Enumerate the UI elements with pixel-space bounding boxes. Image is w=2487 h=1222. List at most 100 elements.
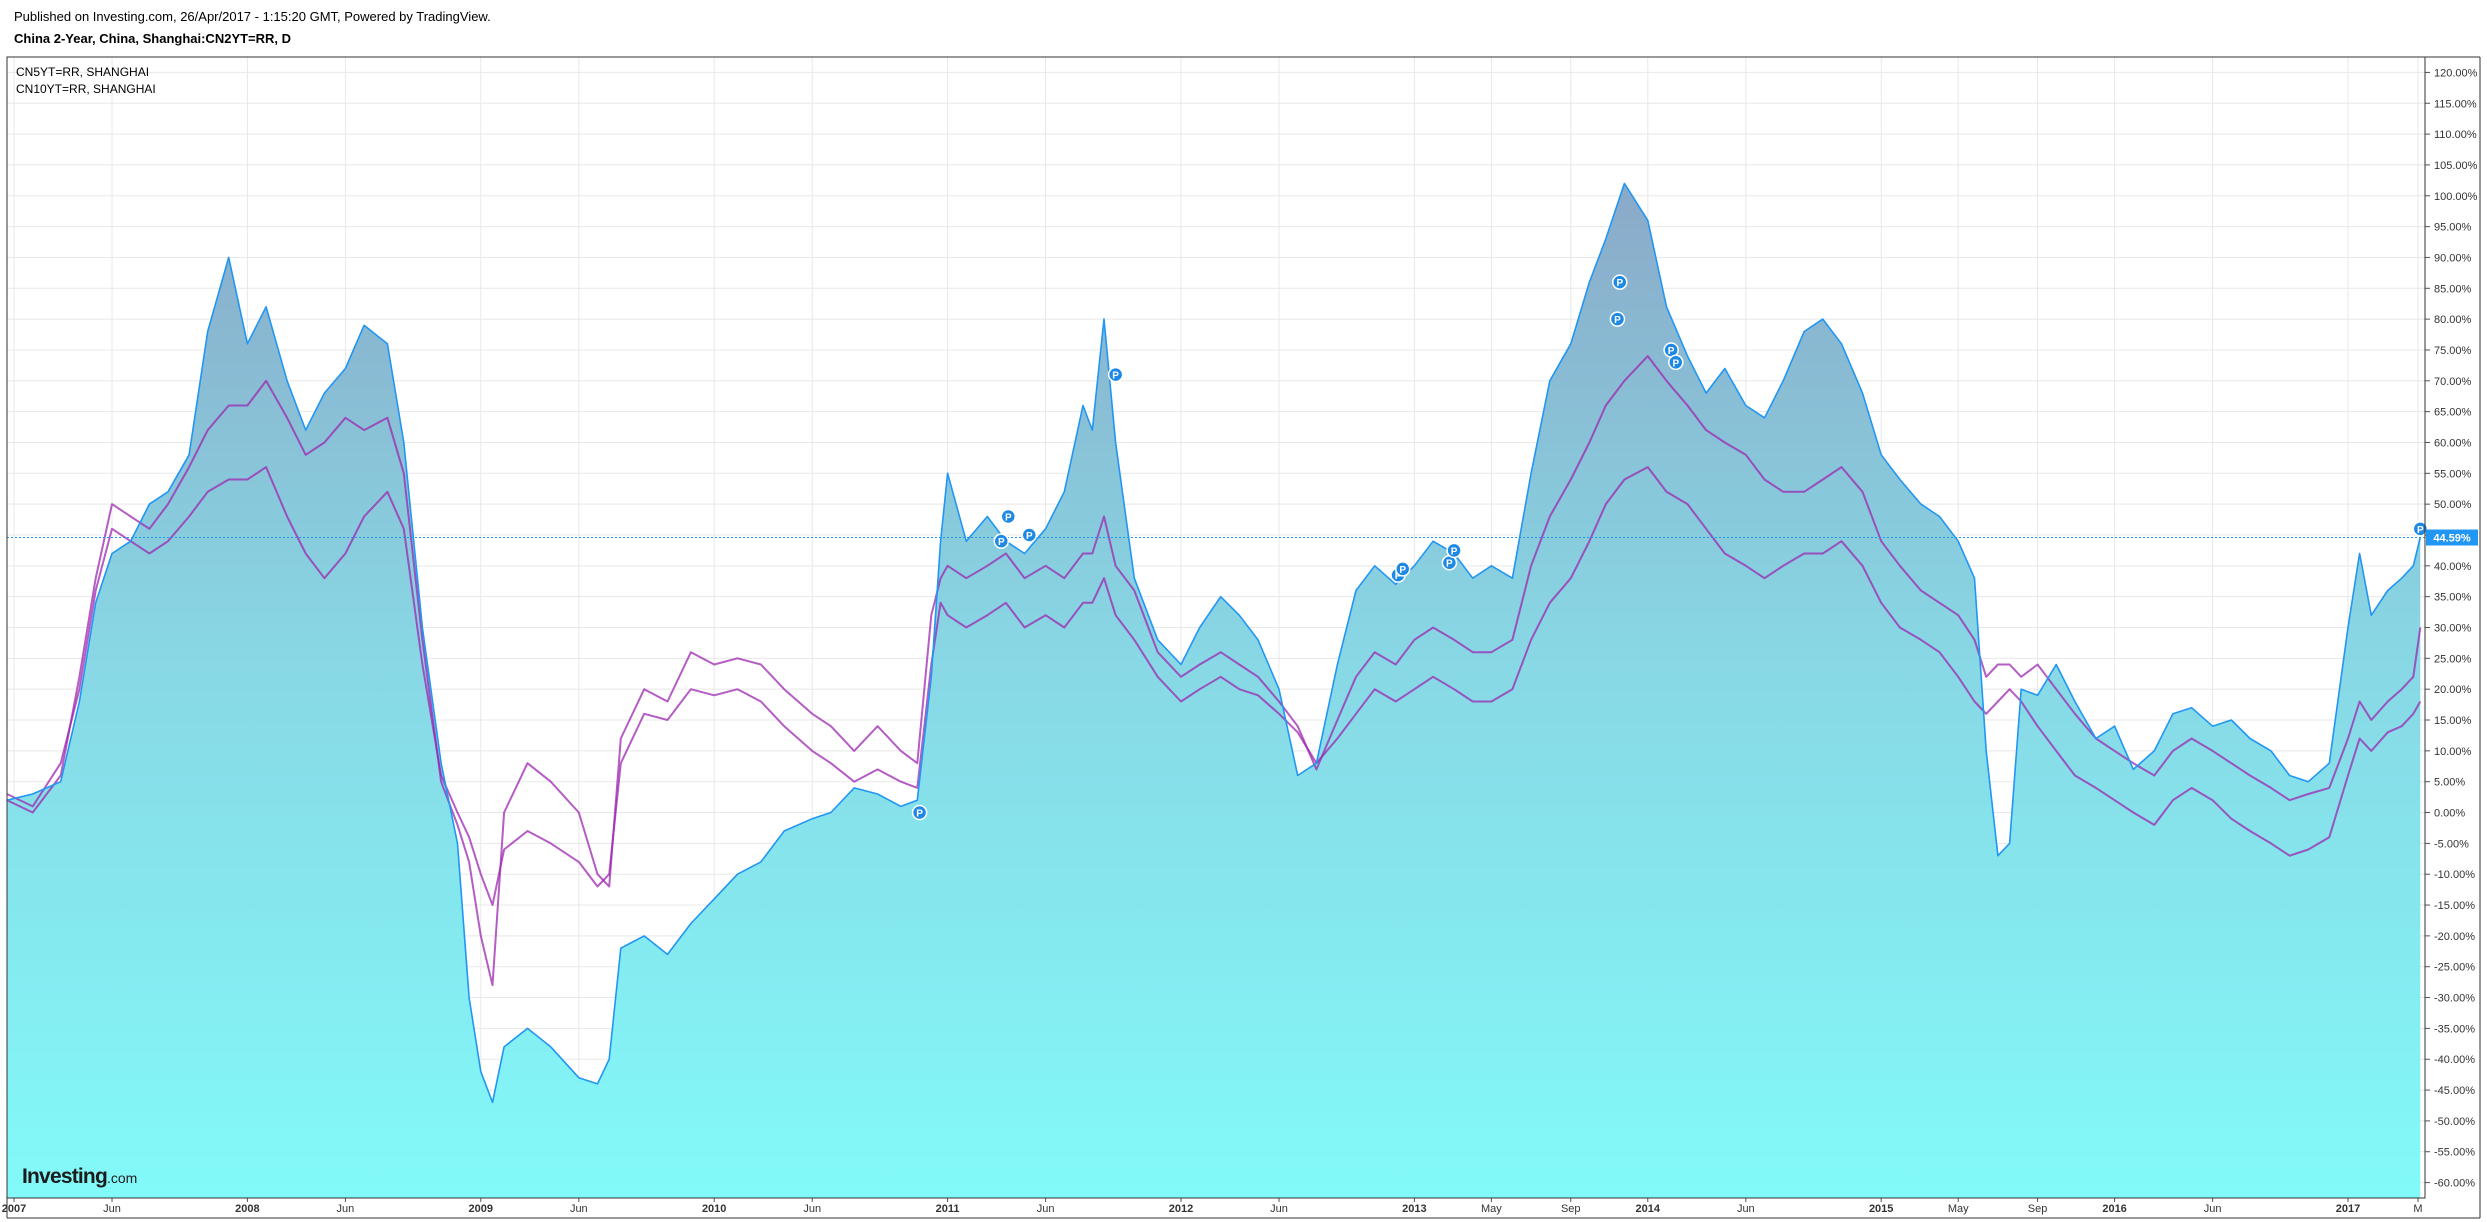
x-tick-label: Jun <box>1037 1203 1055 1215</box>
x-tick-label: 2008 <box>235 1203 259 1215</box>
x-tick-label: 2011 <box>936 1203 960 1215</box>
event-marker-label: P <box>1616 278 1623 289</box>
line-series <box>6 182 2425 1104</box>
x-tick-label: Jun <box>1270 1203 1288 1215</box>
y-tick-label: -40.00% <box>2434 1054 2475 1066</box>
event-marker-label: P <box>998 537 1005 548</box>
y-tick-label: -10.00% <box>2434 869 2475 881</box>
y-tick-label: 100.00% <box>2434 191 2478 203</box>
y-tick-label: 110.00% <box>2434 129 2477 141</box>
y-tick-label: 10.00% <box>2434 746 2472 758</box>
x-axis: 2007 Jun 2008 Jun 2009 Jun 2010 Jun 2011 Jun 2012 J… <box>2 1198 2423 1215</box>
chart-title: China 2-Year, China, Shanghai:CN2YT=RR, … <box>14 31 292 46</box>
x-tick-label: 2010 <box>702 1203 726 1215</box>
area-fill <box>7 183 2421 1198</box>
y-tick-label: -60.00% <box>2434 1178 2475 1190</box>
x-tick-label: Jun <box>803 1203 821 1215</box>
y-tick-label: 50.00% <box>2434 499 2472 511</box>
x-tick-label: 2009 <box>469 1203 493 1215</box>
y-tick-label: 105.00% <box>2434 160 2478 172</box>
x-tick-label: M <box>2413 1203 2422 1215</box>
y-tick-label: -25.00% <box>2434 962 2475 974</box>
legend-entry-cn5y: CN5YT=RR, SHANGHAI <box>16 65 150 79</box>
logo-wordmark: Investing <box>22 1165 108 1188</box>
x-tick-label: 2016 <box>2102 1203 2126 1215</box>
x-tick-label: 2015 <box>1869 1203 1893 1215</box>
y-tick-label: 80.00% <box>2434 314 2472 326</box>
event-marker <box>1612 274 1628 290</box>
event-marker-label: P <box>1026 531 1033 542</box>
y-tick-label: -20.00% <box>2434 931 2475 943</box>
event-marker-label: P <box>1005 512 1012 523</box>
x-tick-label: 2012 <box>1169 1203 1193 1215</box>
x-tick-label: 2014 <box>1636 1203 1661 1215</box>
y-tick-label: 35.00% <box>2434 592 2472 604</box>
event-marker-label: P <box>1451 546 1458 557</box>
x-tick-label: Sep <box>1561 1203 1581 1215</box>
x-tick-label: 2013 <box>1402 1203 1426 1215</box>
event-marker <box>1107 366 1124 383</box>
y-tick-label: 60.00% <box>2434 437 2472 449</box>
event-marker <box>1021 527 1038 543</box>
event-marker-label: P <box>1446 559 1453 570</box>
y-tick-label: -45.00% <box>2434 1085 2475 1097</box>
y-tick-label: -55.00% <box>2434 1147 2475 1159</box>
y-tick-label: 15.00% <box>2434 715 2472 727</box>
y-tick-label: -5.00% <box>2434 838 2469 850</box>
x-tick-label: Jun <box>337 1203 355 1215</box>
event-marker-label: P <box>1395 571 1402 582</box>
event-marker <box>911 804 928 821</box>
chart-frame <box>6 56 2481 1219</box>
investing-logo: Investing.com <box>22 1165 137 1189</box>
x-tick-label: May <box>1481 1203 1502 1215</box>
x-tick-label: Jun <box>1737 1203 1755 1215</box>
y-tick-label: 5.00% <box>2434 777 2465 789</box>
event-marker-label: P <box>1112 371 1119 382</box>
legend-entry-cn10y: CN10YT=RR, SHANGHAI <box>16 82 156 96</box>
x-tick-label: 2017 <box>2336 1203 2360 1215</box>
y-tick-label: 25.00% <box>2434 653 2472 665</box>
y-tick-label: 120.00% <box>2434 67 2478 79</box>
event-marker-label: P <box>1399 565 1406 576</box>
last-value-label: 44.59% <box>2433 533 2471 545</box>
series-line-cn2y <box>6 182 2422 1104</box>
event-marker-label: P <box>2417 525 2424 536</box>
x-tick-label: Jun <box>103 1203 121 1215</box>
event-marker-label: P <box>1672 358 1679 369</box>
event-marker <box>1609 311 1626 327</box>
y-tick-label: 55.00% <box>2434 468 2472 480</box>
event-marker <box>993 533 1010 549</box>
event-marker-label: P <box>1614 315 1621 326</box>
y-tick-label: 85.00% <box>2434 283 2472 295</box>
y-tick-label: 0.00% <box>2434 808 2465 820</box>
y-axis: 120.00% 115.00% 110.00% 105.00% 100.00% 95.00… <box>2425 67 2478 1190</box>
y-tick-label: 70.00% <box>2434 376 2472 388</box>
legend: CN5YT=RR, SHANGHAI CN10YT=RR, SHANGHAI <box>16 64 156 98</box>
event-marker <box>1446 542 1462 559</box>
y-tick-label: -15.00% <box>2434 900 2475 912</box>
y-tick-label: 75.00% <box>2434 345 2472 357</box>
y-tick-label: 30.00% <box>2434 623 2472 635</box>
x-tick-label: 2007 <box>2 1203 26 1215</box>
series-line-cn10y <box>6 466 2422 906</box>
x-tick-label: Jun <box>2204 1203 2222 1215</box>
event-marker <box>1000 508 1017 525</box>
event-marker <box>1394 561 1411 577</box>
y-tick-label: -35.00% <box>2434 1023 2475 1035</box>
y-tick-label: 115.00% <box>2434 98 2477 110</box>
last-value-badge <box>2426 529 2478 546</box>
y-tick-label: -30.00% <box>2434 993 2475 1005</box>
event-marker <box>2412 521 2429 537</box>
y-tick-label: 40.00% <box>2434 561 2472 573</box>
y-tick-label: -50.00% <box>2434 1116 2475 1128</box>
x-tick-label: Sep <box>2028 1203 2048 1215</box>
event-marker <box>1668 354 1684 371</box>
event-marker-label: P <box>916 809 923 820</box>
y-tick-label: 20.00% <box>2434 684 2472 696</box>
x-tick-label: Jun <box>570 1203 588 1215</box>
y-tick-label: 65.00% <box>2434 407 2472 419</box>
published-note: Published on Investing.com, 26/Apr/2017 … <box>14 9 491 24</box>
event-marker-label: P <box>1668 346 1675 357</box>
